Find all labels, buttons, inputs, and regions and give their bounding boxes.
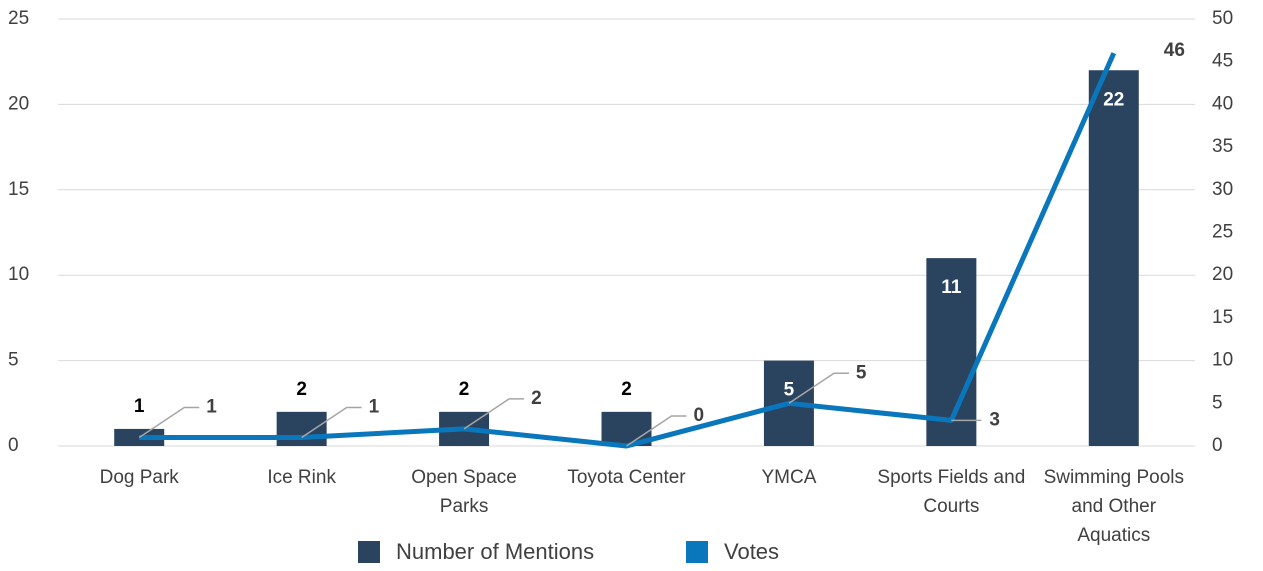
leader-line — [626, 415, 687, 447]
y-tick-label: 20 — [8, 93, 29, 114]
line-value-label: 0 — [694, 405, 705, 426]
bar-value-label: 22 — [1103, 89, 1124, 110]
line-value-label: 46 — [1164, 40, 1185, 61]
leader-line — [301, 406, 362, 439]
y2-tick-label: 0 — [1212, 435, 1223, 456]
y2-tick-label: 45 — [1212, 51, 1233, 72]
x-tick-label: Dog Park — [99, 467, 179, 488]
y2-tick-label: 15 — [1212, 307, 1233, 328]
line-value-label: 1 — [206, 396, 217, 417]
bar — [276, 411, 327, 446]
y2-tick-label: 40 — [1212, 93, 1233, 114]
line-value-label: 5 — [856, 362, 867, 383]
y2-tick-label: 20 — [1212, 264, 1233, 285]
y-tick-label: 25 — [8, 8, 29, 29]
legend-label: Number of Mentions — [396, 539, 595, 564]
y2-tick-label: 10 — [1212, 350, 1233, 371]
x-tick-label: YMCA — [761, 467, 817, 488]
leader-line — [788, 372, 849, 404]
x-tick-label: Sports Fields and Courts — [877, 467, 1026, 517]
bar — [1088, 70, 1139, 447]
y2-tick-label: 50 — [1212, 8, 1233, 29]
x-tick-label: Ice Rink — [267, 467, 336, 488]
x-tick-label: Swimming Pools and Other Aquatics — [1043, 467, 1184, 546]
y-tick-label: 10 — [8, 264, 29, 285]
y2-tick-label: 35 — [1212, 136, 1233, 157]
y2-tick-label: 25 — [1212, 222, 1233, 243]
y-tick-label: 0 — [8, 435, 19, 456]
x-tick-label: Toyota Center — [567, 467, 686, 488]
legend-swatch — [358, 541, 380, 563]
leader-line — [138, 406, 200, 439]
y-tick-label: 15 — [8, 179, 29, 200]
bar-value-label: 2 — [621, 379, 632, 400]
y-tick-label: 5 — [8, 350, 19, 371]
bar-value-label: 2 — [459, 379, 470, 400]
bar-value-label: 2 — [296, 379, 307, 400]
x-tick-label: Open Space Parks — [411, 467, 517, 517]
bar-value-label: 1 — [134, 396, 145, 417]
line-value-label: 3 — [989, 409, 1000, 430]
legend-label: Votes — [724, 539, 780, 564]
line-value-label: 1 — [369, 396, 380, 417]
line-value-label: 2 — [531, 388, 542, 409]
bar-value-label: 5 — [784, 380, 795, 401]
y2-tick-label: 30 — [1212, 179, 1233, 200]
bar-value-label: 11 — [941, 277, 962, 298]
legend-swatch — [686, 541, 708, 563]
leader-line — [463, 398, 525, 430]
y2-tick-label: 5 — [1212, 392, 1223, 413]
